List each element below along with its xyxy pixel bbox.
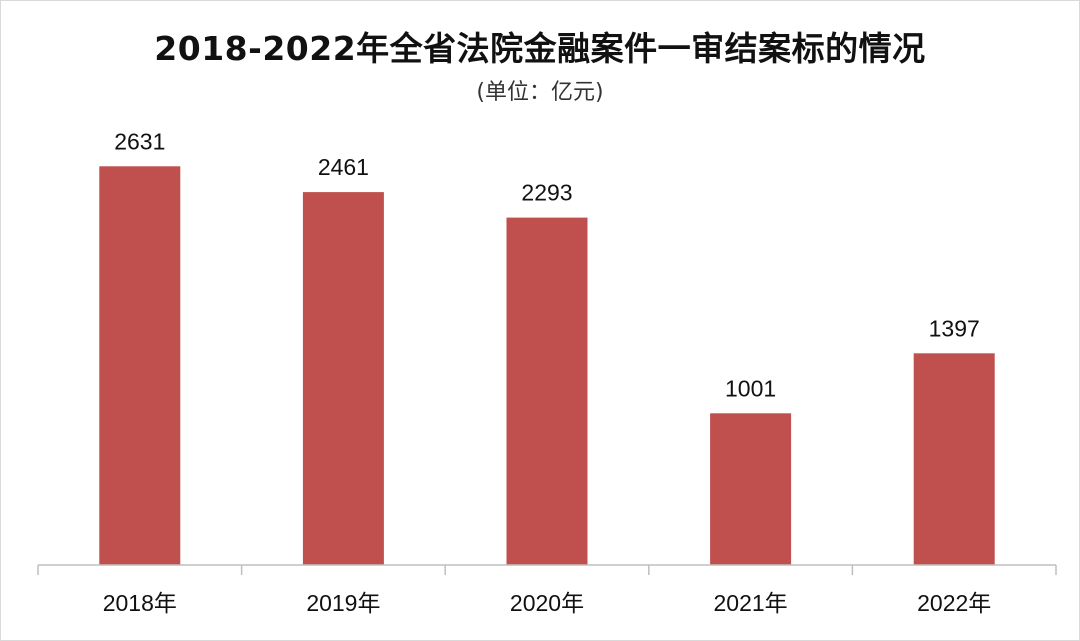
bar-4 bbox=[913, 353, 995, 565]
bar-1 bbox=[302, 192, 384, 565]
x-tick-label-1: 2019年 bbox=[306, 590, 380, 616]
data-label-0: 2631 bbox=[114, 128, 165, 154]
data-label-2: 2293 bbox=[521, 180, 572, 206]
bar-0 bbox=[99, 166, 181, 566]
x-tick-label-0: 2018年 bbox=[103, 590, 177, 616]
chart-title: 2018-2022年全省法院金融案件一审结案标的情况 bbox=[154, 29, 926, 68]
x-axis bbox=[37, 564, 1057, 575]
bar-2 bbox=[506, 217, 588, 565]
x-tick-label-3: 2021年 bbox=[714, 590, 788, 616]
x-tick-label-4: 2022年 bbox=[917, 590, 991, 616]
data-label-1: 2461 bbox=[318, 154, 369, 180]
bar-3 bbox=[710, 413, 792, 565]
data-label-4: 1397 bbox=[929, 315, 980, 341]
bars-group bbox=[99, 166, 995, 566]
data-label-3: 1001 bbox=[725, 375, 776, 401]
labels-group: 2631 2018年 2461 2019年 2293 2020年 1001 2021年 1397… bbox=[103, 128, 992, 616]
x-tick-label-2: 2020年 bbox=[510, 590, 584, 616]
chart-subtitle: (单位：亿元) bbox=[476, 80, 604, 105]
